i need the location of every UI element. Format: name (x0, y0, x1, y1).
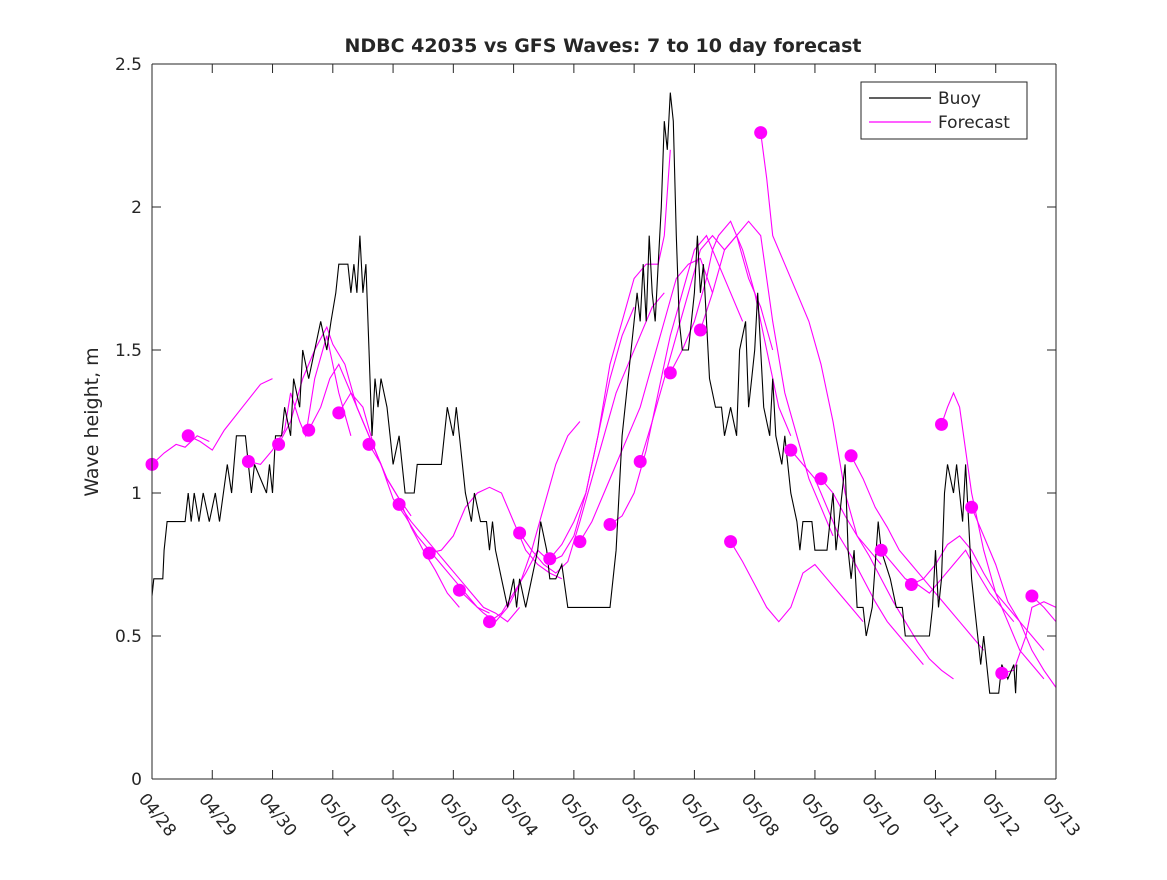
forecast-marker-4 (302, 423, 316, 437)
forecast-line-26 (971, 507, 1057, 688)
y-tick-label-4: 2 (131, 198, 142, 218)
forecast-marker-11 (513, 526, 527, 540)
y-tick-label-5: 2.5 (115, 55, 142, 75)
plot-area (145, 92, 1057, 694)
forecast-marker-27 (995, 666, 1009, 680)
forecast-marker-2 (241, 455, 255, 468)
forecast-marker-15 (633, 455, 647, 468)
legend-box (860, 81, 1028, 140)
buoy-line (151, 92, 1018, 694)
forecast-line-16 (669, 220, 792, 437)
forecast-marker-19 (754, 126, 768, 140)
forecast-marker-8 (422, 546, 436, 560)
forecast-line-1 (187, 378, 273, 451)
forecast-marker-13 (573, 535, 587, 549)
forecast-marker-18 (724, 535, 738, 549)
forecast-marker-22 (844, 449, 858, 463)
y-tick-label-1: 0.5 (115, 627, 142, 647)
forecast-marker-25 (935, 417, 948, 431)
forecast-marker-3 (272, 437, 286, 451)
forecast-marker-28 (1025, 589, 1039, 603)
forecast-line-11 (519, 292, 665, 574)
forecast-marker-23 (874, 543, 888, 557)
forecast-marker-24 (904, 578, 918, 591)
forecast-line-12 (549, 149, 671, 560)
forecast-marker-7 (392, 497, 406, 511)
y-tick-label-3: 1.5 (115, 341, 142, 361)
forecast-line-8 (429, 486, 563, 580)
forecast-marker-12 (543, 552, 557, 566)
y-tick-label-2: 1 (131, 484, 142, 504)
forecast-line-9 (459, 421, 581, 623)
forecast-marker-14 (603, 518, 617, 531)
forecast-line-20 (790, 449, 924, 665)
forecast-marker-17 (693, 323, 707, 337)
forecast-line-22 (850, 455, 985, 651)
forecast-marker-6 (362, 437, 376, 451)
forecast-line-15 (639, 234, 774, 462)
forecast-marker-26 (965, 500, 979, 514)
forecast-line-21 (820, 478, 954, 680)
forecast-line-23 (880, 549, 1015, 623)
forecast-marker-16 (663, 366, 677, 380)
y-tick-label-0: 0 (131, 770, 142, 790)
forecast-line-10 (489, 306, 635, 623)
legend: Buoy Forecast (860, 81, 1028, 140)
chart-title: NDBC 42035 vs GFS Waves: 7 to 10 day for… (344, 35, 861, 57)
forecast-marker-21 (814, 472, 828, 486)
forecast-line-14 (609, 234, 744, 525)
y-axis-label: Wave height, m (81, 347, 103, 496)
forecast-line-7 (398, 504, 521, 623)
forecast-line-0 (151, 435, 210, 465)
forecast-marker-9 (452, 583, 466, 597)
forecast-line-24 (911, 535, 1045, 651)
legend-buoy-label: Buoy (938, 89, 981, 109)
forecast-marker-20 (784, 443, 798, 457)
forecast-line-18 (730, 541, 864, 623)
legend-forecast-label: Forecast (938, 113, 1010, 133)
forecast-marker-1 (181, 429, 195, 443)
forecast-line-2 (248, 335, 352, 466)
forecast-line-17 (699, 220, 834, 537)
forecast-marker-10 (483, 615, 496, 629)
forecast-marker-5 (332, 406, 346, 420)
